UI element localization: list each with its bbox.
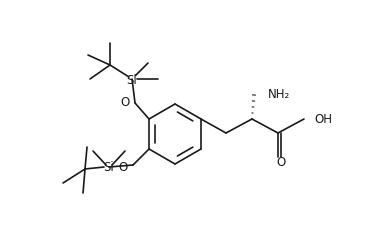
Text: Si: Si <box>104 161 114 174</box>
Text: O: O <box>119 161 128 174</box>
Text: OH: OH <box>314 113 332 126</box>
Text: O: O <box>121 96 130 109</box>
Text: NH₂: NH₂ <box>268 87 290 100</box>
Text: Si: Si <box>127 73 137 86</box>
Text: O: O <box>276 156 286 169</box>
